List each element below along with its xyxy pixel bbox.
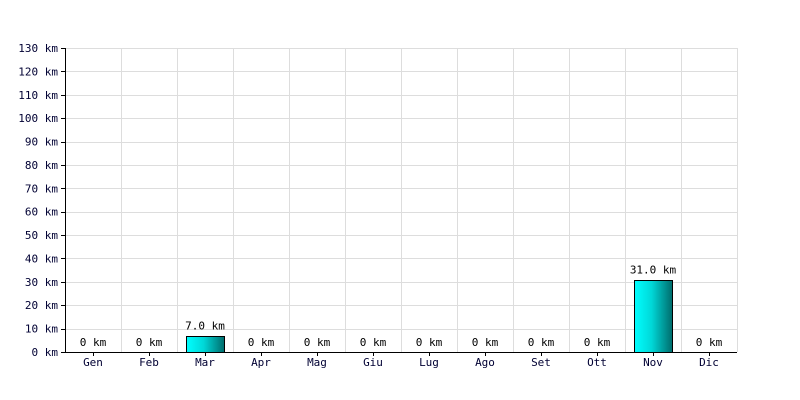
y-tick-label: 60 km [25, 206, 58, 219]
x-tick-label-mag: Mag [307, 356, 327, 369]
data-labels: 0 km 0 km 7.0 km 0 km 0 km 0 km 0 km 0 km 0 km 0 … [80, 264, 723, 349]
data-label-mag: 0 km [304, 336, 331, 349]
y-tick-label: 40 km [25, 252, 58, 265]
x-tick-label-ago: Ago [475, 356, 495, 369]
data-label-lug: 0 km [416, 336, 443, 349]
data-label-set: 0 km [528, 336, 555, 349]
bars [186, 280, 673, 353]
y-tick-label: 80 km [25, 159, 58, 172]
bar-mar [186, 336, 225, 353]
y-tick-label: 120 km [18, 65, 58, 78]
data-label-ott: 0 km [584, 336, 611, 349]
y-tick-label: 50 km [25, 229, 58, 242]
data-label-gen: 0 km [80, 336, 107, 349]
data-label-nov: 31.0 km [630, 264, 677, 277]
y-tick-label: 20 km [25, 299, 58, 312]
data-label-mar: 7.0 km [185, 320, 225, 333]
x-tick-label-lug: Lug [419, 356, 439, 369]
y-tick-label: 110 km [18, 89, 58, 102]
x-tick-label-gen: Gen [83, 356, 103, 369]
y-tick-label: 100 km [18, 112, 58, 125]
data-label-dic: 0 km [696, 336, 723, 349]
y-tick-label: 90 km [25, 136, 58, 149]
data-label-apr: 0 km [248, 336, 275, 349]
y-tick-label: 10 km [25, 323, 58, 336]
x-tick-label-giu: Giu [363, 356, 383, 369]
axes [61, 48, 737, 356]
x-tick-label-apr: Apr [251, 356, 271, 369]
data-label-feb: 0 km [136, 336, 163, 349]
x-tick-labels: Gen Feb Mar Apr Mag Giu Lug Ago Set Ott Nov Dic [83, 356, 719, 369]
data-label-giu: 0 km [360, 336, 387, 349]
data-label-ago: 0 km [472, 336, 499, 349]
y-tick-label: 130 km [18, 42, 58, 55]
x-tick-label-dic: Dic [699, 356, 719, 369]
x-tick-label-feb: Feb [139, 356, 159, 369]
grid-lines [65, 48, 738, 352]
x-tick-label-ott: Ott [587, 356, 607, 369]
y-tick-label: 0 km [32, 346, 59, 359]
y-tick-label: 70 km [25, 182, 58, 195]
x-tick-label-set: Set [531, 356, 551, 369]
bar-nov [634, 280, 673, 353]
y-tick-labels: 0 km 10 km 20 km 30 km 40 km 50 km 60 km 70 km 8… [18, 42, 58, 359]
x-tick-label-nov: Nov [643, 356, 663, 369]
y-tick-label: 30 km [25, 276, 58, 289]
x-tick-label-mar: Mar [195, 356, 215, 369]
